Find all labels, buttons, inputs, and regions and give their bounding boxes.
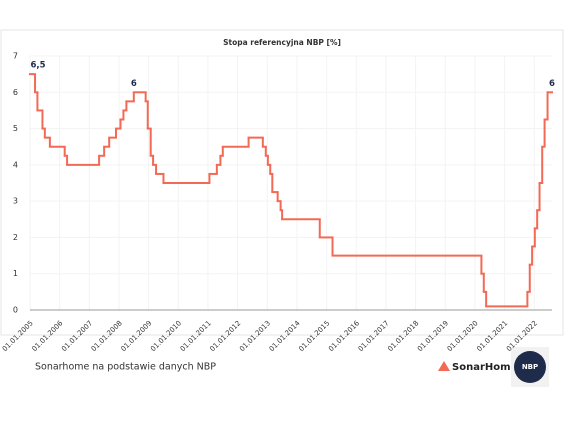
y-tick-label: 6 [13,88,18,97]
source: Sonarhome na podstawie danych NBP [35,362,216,373]
plot-frame [0,29,564,336]
y-tick-label: 3 [13,197,18,206]
logo-circle [514,351,546,383]
logo-text: NBP [522,363,538,371]
y-tick-label: 7 [13,52,18,61]
logo-text: SonarHome [452,362,518,373]
annotation: 6 [549,79,555,89]
y-tick-label: 2 [13,233,18,242]
sonarhome-logo: SonarHome [438,361,518,373]
logo-icon [438,361,450,371]
y-tick-label: 1 [13,269,18,278]
chart-title: Stopa referencyjna NBP [%] [223,38,341,47]
annotation: 6,5 [30,61,45,71]
y-tick-label: 4 [13,160,18,169]
y-tick-label: 0 [13,306,18,315]
annotation: 6 [131,79,137,89]
y-tick-label: 5 [13,124,18,133]
nbp-logo: NBP [511,347,549,387]
